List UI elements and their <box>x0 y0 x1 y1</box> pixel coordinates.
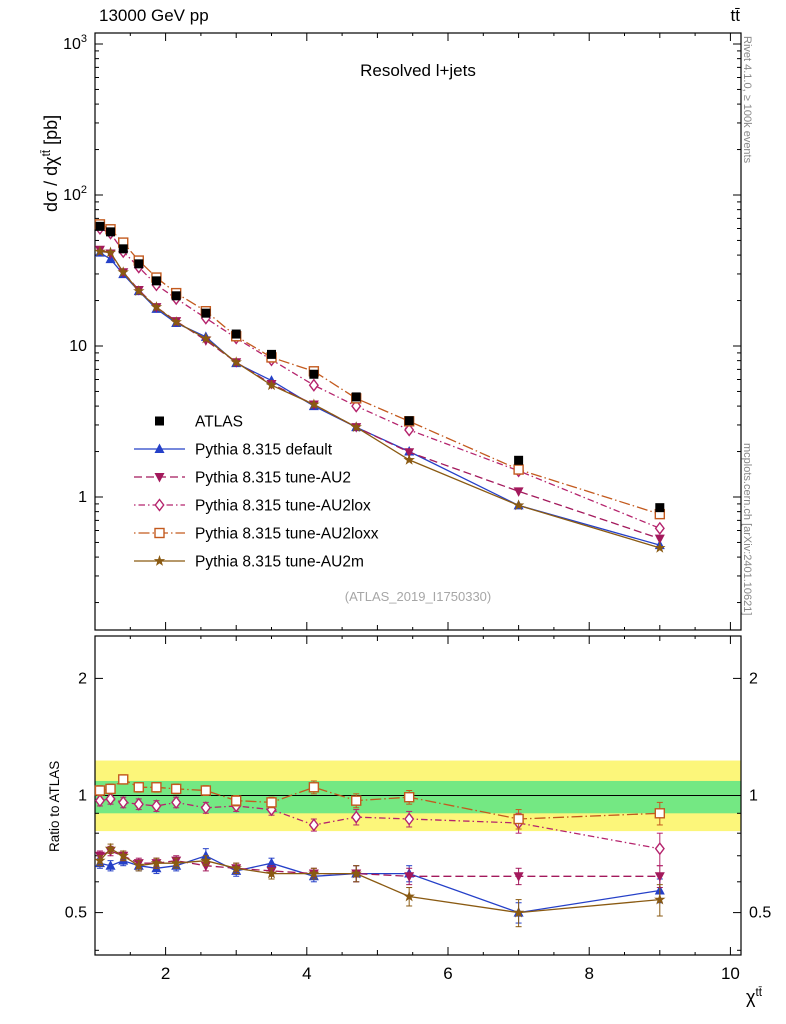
legend-entry-tune-au2: Pythia 8.315 tune-AU2 <box>134 470 351 487</box>
svg-text:4: 4 <box>302 964 311 983</box>
svg-text:10: 10 <box>69 338 87 355</box>
legend-entry-tune-au2m: Pythia 8.315 tune-AU2m <box>134 554 364 571</box>
legend-entry-pythia-default: Pythia 8.315 default <box>134 442 333 459</box>
svg-text:2: 2 <box>161 964 170 983</box>
ratio-series-tune-au2 <box>94 845 665 889</box>
x-axis-label-base: χ <box>746 987 756 1007</box>
legend-label-pythia-default: Pythia 8.315 default <box>195 442 333 459</box>
x-axis-label: χtt̄ <box>746 986 762 1008</box>
legend-label-atlas: ATLAS <box>195 414 243 431</box>
main-y-axis-label-sup: tt̄ <box>40 149 53 157</box>
svg-text:10: 10 <box>721 964 740 983</box>
legend-entry-tune-au2loxx: Pythia 8.315 tune-AU2loxx <box>134 526 379 543</box>
ratio-series-tune-au2loxx <box>94 774 666 830</box>
main-panel-frame <box>94 32 742 631</box>
svg-text:1: 1 <box>78 489 87 506</box>
ratio-y-axis-label: Ratio to ATLAS <box>47 760 62 852</box>
x-axis-label-sup: tt̄ <box>755 986 763 999</box>
beam-energy-label: 13000 GeV pp <box>99 6 209 25</box>
legend-label-tune-au2lox: Pythia 8.315 tune-AU2lox <box>195 498 371 515</box>
legend-label-tune-au2: Pythia 8.315 tune-AU2 <box>195 470 351 487</box>
svg-text:8: 8 <box>584 964 593 983</box>
svg-text:102: 102 <box>63 184 87 204</box>
svg-text:1: 1 <box>749 788 758 805</box>
legend-entry-tune-au2lox: Pythia 8.315 tune-AU2lox <box>134 498 371 515</box>
svg-text:2: 2 <box>78 670 87 687</box>
legend-label-tune-au2loxx: Pythia 8.315 tune-AU2loxx <box>195 526 379 543</box>
legend-entry-atlas: ATLAS <box>155 414 243 431</box>
ratio-band-inner-green <box>95 780 741 814</box>
main-series-tune-au2lox <box>94 221 665 536</box>
svg-text:0.5: 0.5 <box>749 905 771 922</box>
plot-title: Resolved l+jets <box>360 61 476 80</box>
main-series-atlas <box>95 221 665 513</box>
main-series-tune-au2m <box>94 245 666 553</box>
svg-text:0.5: 0.5 <box>65 905 87 922</box>
main-y-axis-label-prefix: dσ / dχ <box>41 156 61 212</box>
svg-text:2: 2 <box>749 670 758 687</box>
mcplots-arxiv-note: mcplots.cern.ch [arXiv:2401.10621] <box>741 443 753 616</box>
svg-text:6: 6 <box>443 964 452 983</box>
main-y-axis-label: dσ / dχtt̄ [pb] <box>40 115 62 212</box>
process-label: tt̄ <box>730 6 740 25</box>
main-y-axis-label-suffix: [pb] <box>41 114 61 150</box>
legend-label-tune-au2m: Pythia 8.315 tune-AU2m <box>195 554 364 571</box>
ratio-series-tune-au2m <box>94 842 666 928</box>
axis-tick-labels: 1 10 102 103 0.5 0.5 1 1 2 2 2 4 6 8 10 <box>63 33 771 983</box>
rivet-version-note: Rivet 4.1.0, ≥ 100k events <box>741 36 753 164</box>
svg-text:103: 103 <box>63 33 87 53</box>
analysis-id-watermark: (ATLAS_2019_I1750330) <box>344 589 492 604</box>
legend: ATLAS Pythia 8.315 default Pythia 8.315 tu… <box>134 414 379 571</box>
svg-text:1: 1 <box>78 788 87 805</box>
main-series-tune-au2loxx <box>94 219 666 520</box>
ratio-series-pythia-default <box>94 848 665 924</box>
